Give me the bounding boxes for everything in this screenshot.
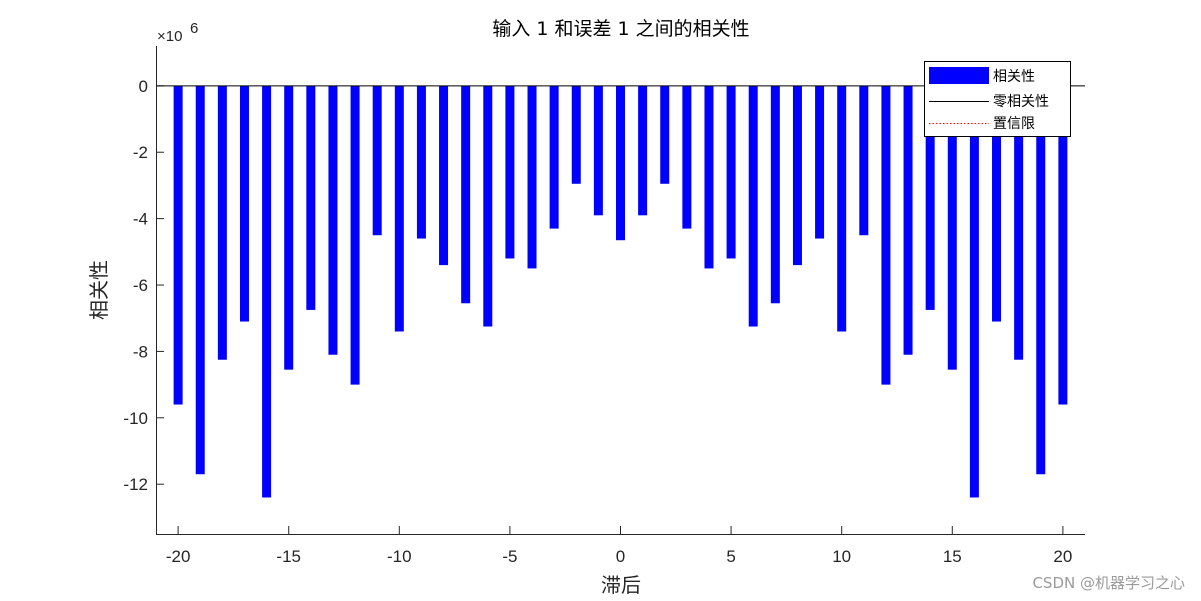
bar-lag--14 — [306, 85, 316, 310]
x-tick-label: -15 — [276, 547, 301, 566]
x-tick-label: 15 — [943, 547, 962, 566]
bar-lag-14 — [925, 85, 935, 310]
bar-lag--20 — [173, 85, 183, 405]
bar-lag--8 — [439, 85, 449, 266]
bar-lag-6 — [748, 85, 758, 327]
y-tick-label: -4 — [133, 210, 148, 229]
x-tick-label: 0 — [616, 547, 625, 566]
chart-title: 输入 1 和误差 1 之间的相关性 — [492, 18, 749, 40]
bar-lag--10 — [394, 85, 404, 332]
y-exponent-base: ×10 — [157, 28, 182, 45]
bar-lag-15 — [947, 85, 957, 370]
x-tick-label: 5 — [726, 547, 735, 566]
bar-lag--9 — [416, 85, 426, 239]
bar-lag--11 — [372, 85, 382, 236]
x-tick-label: 10 — [832, 547, 851, 566]
x-axis-title: 滞后 — [601, 573, 641, 597]
bar-lag-7 — [770, 85, 780, 304]
bar-lag--13 — [328, 85, 338, 355]
bar-lag-8 — [792, 85, 802, 266]
bar-lag--7 — [461, 85, 471, 304]
y-tick-label: -2 — [133, 143, 148, 162]
bar-lag-13 — [903, 85, 913, 355]
bar-lag-9 — [815, 85, 825, 239]
bar-lag-12 — [881, 85, 891, 385]
bar-lag-0 — [616, 85, 625, 241]
y-exponent-power: 6 — [190, 20, 198, 37]
bar-lag--2 — [571, 85, 581, 184]
y-tick-label: -12 — [123, 475, 148, 494]
x-tick-label: 20 — [1053, 547, 1072, 566]
bar-lag-2 — [660, 85, 670, 184]
bar-lag--12 — [350, 85, 360, 385]
x-tick-label: -10 — [387, 547, 412, 566]
bar-lag--6 — [483, 85, 493, 327]
bar-lag--19 — [195, 85, 205, 475]
x-tick-label: -20 — [166, 547, 191, 566]
legend-label-confidence: 置信限 — [993, 116, 1035, 132]
bar-lag-17 — [992, 85, 1002, 322]
y-tick-label: -10 — [123, 409, 148, 428]
bar-lag--5 — [505, 85, 515, 259]
bar-lag--3 — [549, 85, 559, 229]
y-ticks: -12 -10 -8 -6 -4 -2 0 — [123, 77, 164, 494]
y-axis-title: 相关性 — [87, 260, 111, 320]
bar-lag--18 — [217, 85, 227, 360]
bar-lag-5 — [726, 85, 736, 259]
x-ticks: -20 -15 -10 -5 0 5 10 15 20 — [166, 526, 1072, 566]
bar-lag--16 — [262, 85, 272, 498]
legend-label-zero-correlation: 零相关性 — [993, 94, 1049, 110]
bar-lag-19 — [1036, 85, 1046, 475]
bar-lag--15 — [284, 85, 294, 370]
y-exponent-label: ×10 6 — [157, 20, 198, 45]
bar-lag--4 — [527, 85, 537, 269]
y-tick-label: -6 — [133, 276, 148, 295]
legend-swatch-correlation — [929, 67, 989, 84]
bar-lag-20 — [1058, 85, 1068, 405]
bar-lag-16 — [969, 85, 979, 498]
legend-label-correlation: 相关性 — [993, 69, 1035, 85]
bars-group — [173, 85, 1068, 498]
bar-lag-18 — [1014, 85, 1024, 360]
bar-lag-3 — [682, 85, 692, 229]
bar-lag-1 — [638, 85, 648, 216]
bar-lag--17 — [239, 85, 249, 322]
bar-lag-11 — [859, 85, 869, 236]
x-tick-label: -5 — [502, 547, 517, 566]
bar-lag--1 — [593, 85, 603, 216]
watermark: CSDN @机器学习之心 — [1032, 574, 1185, 592]
legend: 相关性 零相关性 置信限 — [924, 61, 1071, 137]
y-tick-label: 0 — [139, 77, 148, 96]
bar-lag-10 — [837, 85, 847, 332]
bar-lag-4 — [704, 85, 714, 269]
y-tick-label: -8 — [133, 342, 148, 361]
